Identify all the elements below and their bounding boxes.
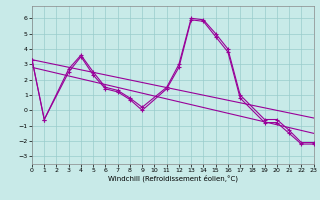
X-axis label: Windchill (Refroidissement éolien,°C): Windchill (Refroidissement éolien,°C) xyxy=(108,175,238,182)
